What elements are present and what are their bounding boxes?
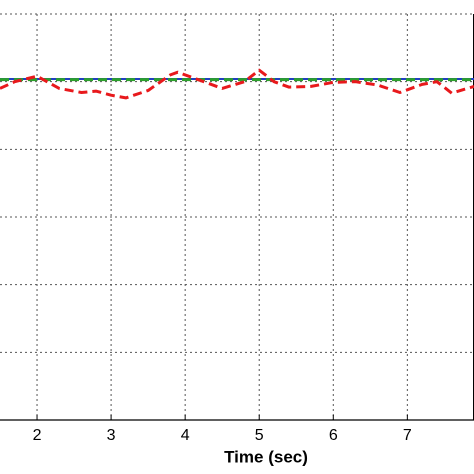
x-tick-label: 6 (329, 427, 338, 444)
x-tick-label: 3 (107, 427, 116, 444)
x-tick-label: 4 (181, 427, 190, 444)
x-axis-label: Time (sec) (224, 447, 308, 466)
x-tick-label: 7 (403, 427, 412, 444)
x-tick-label: 2 (33, 427, 42, 444)
series-line (0, 68, 474, 100)
x-tick-label: 5 (255, 427, 264, 444)
